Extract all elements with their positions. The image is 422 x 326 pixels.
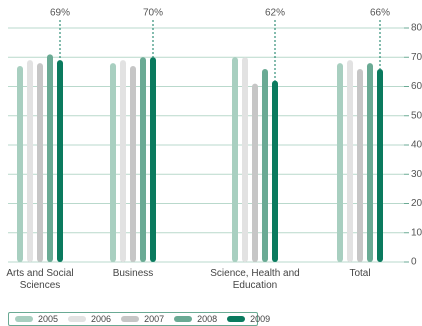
x-tick-label: Total bbox=[349, 268, 371, 279]
bar bbox=[357, 68, 363, 262]
legend-swatch bbox=[15, 316, 33, 322]
bar bbox=[57, 60, 63, 262]
legend-label: 2006 bbox=[91, 314, 112, 324]
legend-label: 2008 bbox=[197, 314, 218, 324]
bar bbox=[252, 83, 258, 262]
y-tick-label: 40 bbox=[411, 140, 422, 151]
bar bbox=[37, 63, 43, 262]
bar bbox=[262, 68, 268, 262]
legend-item: 2006 bbox=[68, 314, 111, 324]
legend-item: 2005 bbox=[15, 314, 58, 324]
legend: 2005 2006 2007 2008 2009 bbox=[8, 312, 270, 326]
bar bbox=[140, 57, 146, 262]
y-tick-label: 60 bbox=[411, 81, 422, 92]
y-tick-label: 70 bbox=[411, 52, 422, 63]
legend-swatch bbox=[174, 316, 193, 322]
legend-swatch bbox=[121, 316, 140, 322]
y-tick-label: 30 bbox=[411, 169, 422, 180]
value-label: 66% bbox=[370, 8, 390, 19]
bar bbox=[110, 63, 116, 262]
legend-swatch bbox=[227, 316, 246, 322]
y-tick-label: 50 bbox=[411, 110, 422, 121]
legend-item: 2007 bbox=[121, 314, 164, 324]
x-tick-label: Arts and Social Sciences bbox=[6, 268, 74, 291]
bar bbox=[337, 63, 343, 262]
value-label: 62% bbox=[265, 8, 285, 19]
bar bbox=[150, 57, 156, 262]
legend-item: 2009 bbox=[227, 314, 270, 324]
y-tick-label: 20 bbox=[411, 198, 422, 209]
value-label: 70% bbox=[143, 8, 163, 19]
bar bbox=[242, 57, 248, 262]
x-tick-label: Business bbox=[112, 268, 154, 279]
legend-label: 2005 bbox=[38, 314, 59, 324]
bar bbox=[120, 60, 126, 262]
legend-label: 2009 bbox=[250, 314, 271, 324]
bar bbox=[367, 63, 373, 262]
bar bbox=[232, 57, 238, 262]
bar bbox=[272, 80, 278, 263]
y-tick-label: 10 bbox=[411, 227, 422, 238]
bar bbox=[47, 54, 53, 263]
legend-swatch bbox=[68, 316, 87, 322]
y-tick-label: 0 bbox=[411, 257, 417, 268]
x-tick-label: Science, Health and Education bbox=[210, 268, 300, 291]
bar bbox=[347, 60, 353, 262]
bar bbox=[377, 68, 383, 262]
bar bbox=[17, 66, 23, 263]
bar bbox=[130, 66, 136, 263]
y-tick-label: 80 bbox=[411, 23, 422, 34]
legend-item: 2008 bbox=[174, 314, 217, 324]
value-label: 69% bbox=[50, 8, 70, 19]
legend-label: 2007 bbox=[144, 314, 165, 324]
bar bbox=[27, 60, 33, 262]
